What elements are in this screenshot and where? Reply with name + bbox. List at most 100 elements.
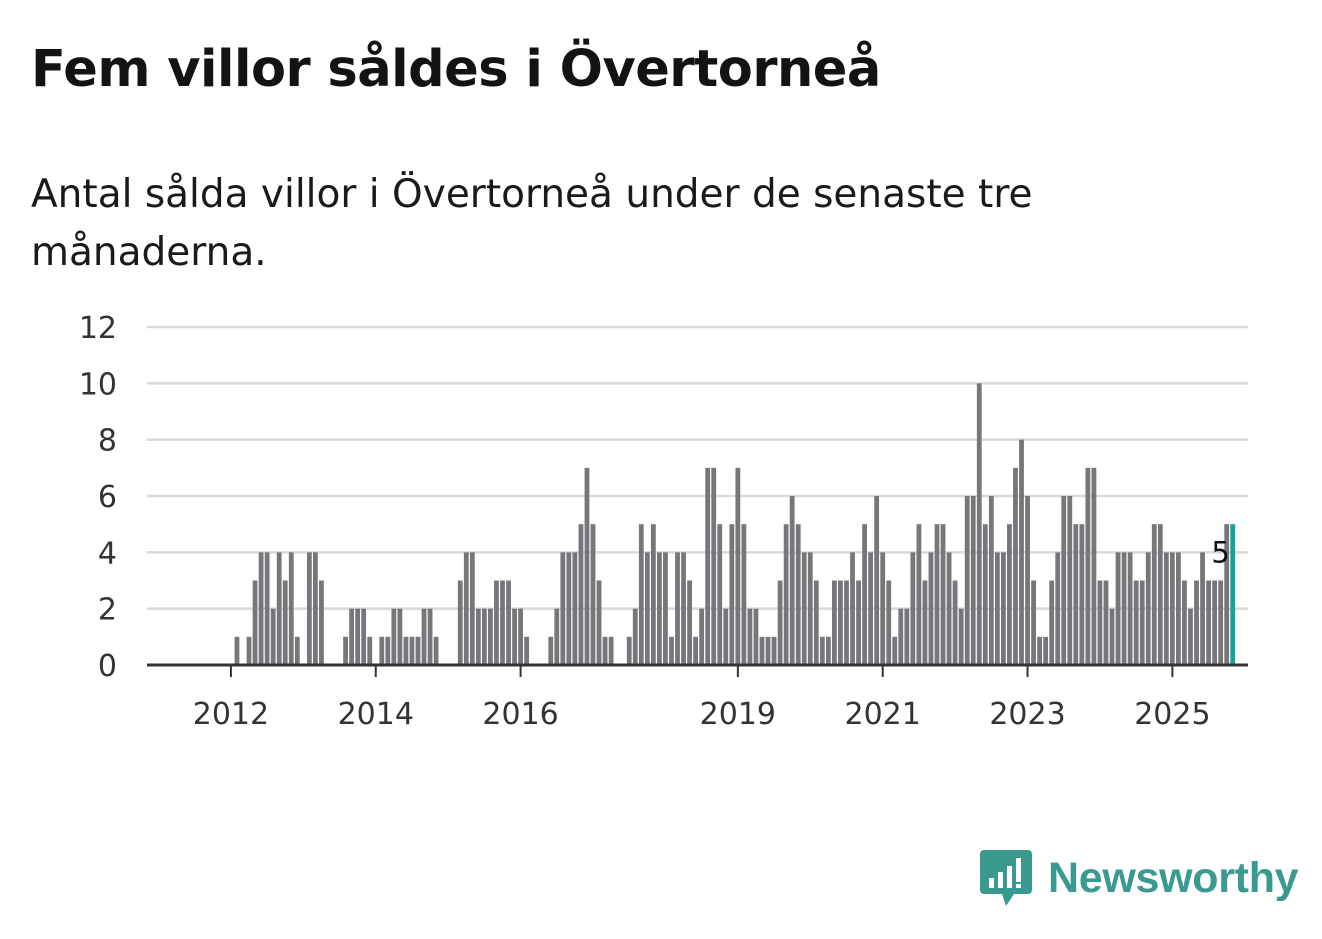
bar (379, 636, 385, 665)
bar (433, 636, 439, 665)
bar (590, 524, 596, 665)
bar (892, 636, 898, 665)
bar (819, 636, 825, 665)
bar (699, 608, 705, 665)
x-tick-label: 2023 (989, 697, 1065, 732)
bar (644, 552, 650, 665)
x-tick-label: 2012 (193, 697, 269, 732)
brand-name: Newsworthy (1048, 853, 1299, 902)
bar (1001, 552, 1006, 665)
bar (723, 608, 729, 665)
bar (777, 580, 783, 665)
bar (463, 552, 469, 665)
bar (566, 552, 572, 665)
bar (1121, 552, 1127, 665)
bar (415, 636, 421, 665)
bar (1097, 580, 1103, 665)
bar (512, 608, 517, 665)
bar (258, 552, 264, 665)
bar (319, 580, 324, 665)
bar (735, 467, 741, 665)
y-tick-label: 12 (79, 311, 117, 346)
bar-latest (1230, 524, 1236, 665)
bar (916, 524, 922, 665)
bar (1212, 580, 1218, 665)
y-tick-label: 4 (98, 536, 117, 571)
x-tick-label: 2021 (845, 697, 921, 732)
bar (988, 496, 994, 665)
bar (717, 524, 723, 665)
bar (747, 608, 753, 665)
bar (608, 636, 614, 665)
bar (385, 636, 391, 665)
bar (560, 552, 566, 665)
bar (1043, 636, 1049, 665)
bar (886, 580, 892, 665)
y-tick-label: 2 (98, 593, 117, 628)
bar (807, 552, 813, 665)
bar (795, 524, 801, 665)
bar (1085, 467, 1091, 665)
bar (928, 552, 934, 665)
bar (687, 580, 692, 665)
bar (856, 580, 861, 665)
bar (475, 608, 481, 665)
bar (403, 636, 409, 665)
bar (832, 580, 837, 665)
bar (753, 608, 759, 665)
bar (1200, 552, 1205, 665)
bar (922, 580, 928, 665)
y-axis-ticks: 0 2 4 6 8 10 12 (79, 311, 117, 684)
bar (349, 608, 355, 665)
bar (862, 524, 867, 665)
bar (361, 608, 367, 665)
y-tick-label: 8 (98, 424, 117, 459)
bar (1157, 524, 1163, 665)
y-tick-label: 6 (98, 480, 117, 515)
bar (976, 383, 982, 665)
newsworthy-logo: Newsworthy (980, 848, 1299, 908)
newsworthy-icon (980, 850, 1032, 906)
bar (638, 524, 644, 665)
bar (355, 608, 361, 665)
bar (518, 608, 523, 665)
bar (409, 636, 415, 665)
bar (554, 608, 560, 665)
bar (572, 552, 578, 665)
bar (729, 524, 735, 665)
bar (524, 636, 530, 665)
bar (994, 552, 1000, 665)
bar (825, 636, 831, 665)
bar (868, 552, 874, 665)
bar (970, 496, 976, 665)
bar (946, 552, 952, 665)
bar (288, 552, 294, 665)
y-tick-label: 0 (98, 649, 117, 684)
bar (759, 636, 765, 665)
y-tick-label: 10 (79, 367, 117, 402)
bar (1127, 552, 1133, 665)
bar (675, 552, 680, 665)
bar (681, 552, 686, 665)
bar (910, 552, 916, 665)
bar (958, 608, 964, 665)
bar (693, 636, 699, 665)
bar (1151, 524, 1157, 665)
bar (469, 552, 475, 665)
bar (1049, 580, 1055, 665)
x-tick-label: 2025 (1134, 697, 1210, 732)
bar (650, 524, 656, 665)
bar (898, 608, 904, 665)
bar (850, 552, 855, 665)
bar (596, 580, 602, 665)
bar (1109, 608, 1115, 665)
bar (1188, 608, 1193, 665)
bar (276, 552, 282, 665)
bar (771, 636, 777, 665)
bar (1055, 552, 1061, 665)
bar (1067, 496, 1073, 665)
bar-chart: 0 2 4 6 8 10 12 2012 2014 2016 2019 2021 2023 2025 5 (79, 311, 1248, 732)
bar (669, 636, 674, 665)
bar (626, 636, 632, 665)
bar (789, 496, 795, 665)
